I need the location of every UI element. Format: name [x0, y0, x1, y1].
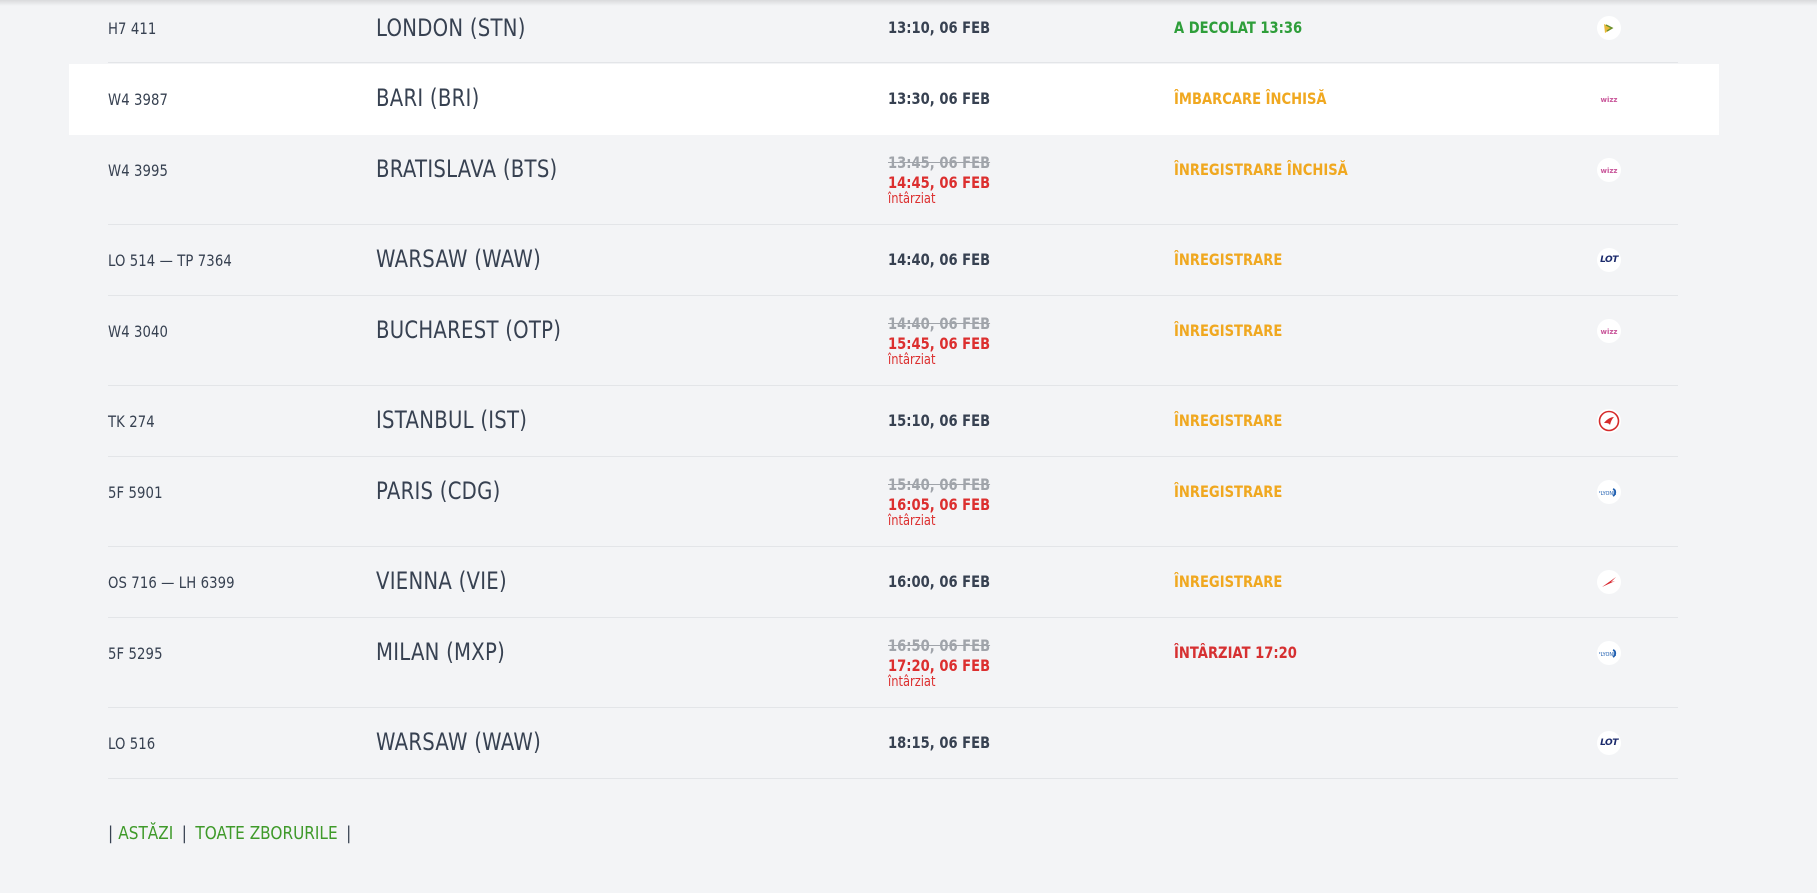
wizzair-logo-icon: wizz: [1597, 319, 1621, 343]
flight-number: W4 3987: [108, 90, 169, 109]
destination: ISTANBUL (IST): [376, 406, 528, 434]
table-row[interactable]: W4 3987 BARI (BRI) 13:30, 06 FEB ÎMBARCA…: [69, 64, 1719, 135]
table-row[interactable]: LO 516 WARSAW (WAW) 18:15, 06 FEB LOT: [108, 708, 1678, 779]
delay-note: întârziat: [888, 674, 936, 690]
status-label: ÎNTÂRZIAT 17:20: [1174, 643, 1297, 662]
table-row[interactable]: W4 3995 BRATISLAVA (BTS) 13:45, 06 FEB 1…: [108, 135, 1678, 225]
svg-text:wizz: wizz: [1600, 328, 1617, 336]
lot-logo-icon: LOT: [1597, 731, 1621, 755]
departure-time: 15:10, 06 FEB: [888, 411, 991, 430]
lot-logo-icon: LOT: [1597, 248, 1621, 272]
austrian-logo-icon: [1597, 570, 1621, 594]
flight-number: OS 716 — LH 6399: [108, 573, 235, 592]
destination: LONDON (STN): [376, 14, 526, 42]
status-label: ÎNREGISTRARE ÎNCHISĂ: [1174, 160, 1348, 179]
flight-number: W4 3995: [108, 161, 169, 180]
revised-time: 14:45, 06 FEB: [888, 173, 991, 192]
flight-number: TK 274: [108, 412, 155, 431]
nav-separator: |: [108, 823, 114, 844]
status-label: ÎNREGISTRARE: [1174, 482, 1283, 501]
table-row[interactable]: 5F 5295 MILAN (MXP) 16:50, 06 FEB 17:20,…: [108, 618, 1678, 708]
flight-number: 5F 5295: [108, 644, 163, 663]
revised-time: 17:20, 06 FEB: [888, 656, 991, 675]
flight-number: 5F 5901: [108, 483, 163, 502]
lot-logo-text: LOT: [1600, 255, 1618, 265]
departure-time: 16:00, 06 FEB: [888, 572, 991, 591]
status-label: ÎNREGISTRARE: [1174, 250, 1283, 269]
destination: BARI (BRI): [376, 84, 480, 112]
destination: WARSAW (WAW): [376, 245, 542, 273]
departure-time: 15:40, 06 FEB 16:05, 06 FEB întârziat: [888, 475, 991, 529]
destination: BRATISLAVA (BTS): [376, 155, 558, 183]
table-row[interactable]: W4 3040 BUCHAREST (OTP) 14:40, 06 FEB 15…: [108, 296, 1678, 386]
nav-separator: |: [181, 823, 187, 844]
revised-time: 15:45, 06 FEB: [888, 334, 991, 353]
table-row[interactable]: OS 716 — LH 6399 VIENNA (VIE) 16:00, 06 …: [108, 547, 1678, 618]
wizzair-logo-icon: wizz: [1597, 158, 1621, 182]
table-row[interactable]: H7 411 LONDON (STN) 13:10, 06 FEB A DECO…: [108, 0, 1678, 63]
turkish-airlines-logo-icon: [1597, 409, 1621, 433]
flight-number: H7 411: [108, 19, 157, 38]
svg-text:FLYONE: FLYONE: [1599, 652, 1616, 658]
destination: MILAN (MXP): [376, 638, 506, 666]
today-link[interactable]: ASTĂZI: [118, 823, 174, 844]
departure-time: 16:50, 06 FEB 17:20, 06 FEB întârziat: [888, 636, 991, 690]
destination: VIENNA (VIE): [376, 567, 507, 595]
svg-text:wizz: wizz: [1600, 167, 1617, 175]
flyone-logo-icon: FLYONE: [1597, 480, 1621, 504]
status-label: A DECOLAT 13:36: [1174, 18, 1303, 37]
destination: BUCHAREST (OTP): [376, 316, 562, 344]
flight-number: LO 514 — TP 7364: [108, 251, 232, 270]
table-row[interactable]: 5F 5901 PARIS (CDG) 15:40, 06 FEB 16:05,…: [108, 457, 1678, 547]
svg-text:wizz: wizz: [1600, 96, 1617, 104]
departure-time: 13:10, 06 FEB: [888, 18, 991, 37]
top-shadow: [0, 0, 1817, 6]
status-label: ÎMBARCARE ÎNCHISĂ: [1174, 89, 1327, 108]
status-label: ÎNREGISTRARE: [1174, 321, 1283, 340]
delay-note: întârziat: [888, 352, 936, 368]
wizzair-logo-icon: wizz: [1597, 87, 1621, 111]
lot-logo-text: LOT: [1600, 738, 1618, 748]
nav-separator: |: [346, 823, 352, 844]
departure-time: 14:40, 06 FEB 15:45, 06 FEB întârziat: [888, 314, 991, 368]
table-row[interactable]: TK 274 ISTANBUL (IST) 15:10, 06 FEB ÎNRE…: [108, 386, 1678, 457]
departure-time: 18:15, 06 FEB: [888, 733, 991, 752]
scheduled-time: 16:50, 06 FEB: [888, 636, 991, 655]
revised-time: 16:05, 06 FEB: [888, 495, 991, 514]
destination: WARSAW (WAW): [376, 728, 542, 756]
status-label: ÎNREGISTRARE: [1174, 572, 1283, 591]
scheduled-time: 14:40, 06 FEB: [888, 314, 991, 333]
filter-nav: | ASTĂZI | TOATE ZBORURILE |: [108, 823, 356, 844]
departure-time: 13:45, 06 FEB 14:45, 06 FEB întârziat: [888, 153, 991, 207]
flight-number: W4 3040: [108, 322, 169, 341]
departure-time: 13:30, 06 FEB: [888, 89, 991, 108]
scheduled-time: 15:40, 06 FEB: [888, 475, 991, 494]
destination: PARIS (CDG): [376, 477, 501, 505]
table-row[interactable]: LO 514 — TP 7364 WARSAW (WAW) 14:40, 06 …: [108, 225, 1678, 296]
flight-number: LO 516: [108, 734, 156, 753]
hisky-logo-icon: [1597, 16, 1621, 40]
svg-text:FLYONE: FLYONE: [1599, 491, 1616, 497]
departure-time: 14:40, 06 FEB: [888, 250, 991, 269]
delay-note: întârziat: [888, 191, 936, 207]
delay-note: întârziat: [888, 513, 936, 529]
status-label: ÎNREGISTRARE: [1174, 411, 1283, 430]
scheduled-time: 13:45, 06 FEB: [888, 153, 991, 172]
all-flights-link[interactable]: TOATE ZBORURILE: [195, 823, 338, 844]
flyone-logo-icon: FLYONE: [1597, 641, 1621, 665]
